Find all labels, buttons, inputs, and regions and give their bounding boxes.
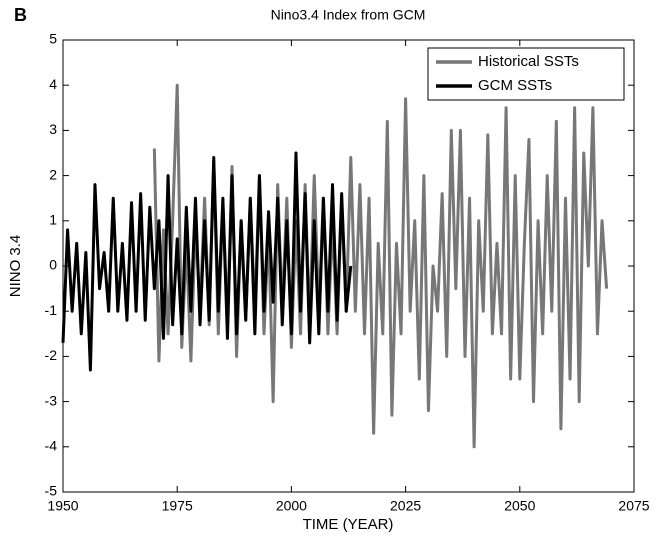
plot-frame bbox=[62, 39, 635, 493]
y-tick-label: -3 bbox=[45, 392, 58, 408]
line-series bbox=[61, 151, 353, 372]
y-tick-label: -2 bbox=[45, 347, 58, 363]
legend-label: GCM SSTs bbox=[478, 77, 552, 94]
x-axis-label: TIME (YEAR) bbox=[303, 516, 394, 533]
y-tick-label: 5 bbox=[49, 31, 57, 47]
x-tick-label: 1975 bbox=[162, 498, 193, 514]
legend-box bbox=[427, 47, 625, 101]
y-tick-label: -4 bbox=[45, 438, 58, 454]
x-tick-label: 2025 bbox=[390, 498, 421, 514]
x-tick-label: 1950 bbox=[47, 498, 78, 514]
x-tick-label: 2050 bbox=[504, 498, 535, 514]
y-tick-label: 2 bbox=[49, 166, 57, 182]
chart-title: Nino3.4 Index from GCM bbox=[271, 7, 426, 23]
y-axis-label: NINO 3.4 bbox=[7, 235, 24, 298]
y-tick-label: -1 bbox=[45, 302, 58, 318]
y-tick-label: 0 bbox=[49, 257, 57, 273]
x-tick-label: 2000 bbox=[276, 498, 307, 514]
x-tick-label: 2075 bbox=[618, 498, 649, 514]
legend-label: Historical SSTs bbox=[478, 53, 579, 70]
y-tick-label: 4 bbox=[49, 76, 57, 92]
y-tick-label: 3 bbox=[49, 121, 57, 137]
panel-label: B bbox=[14, 5, 27, 25]
y-tick-label: -5 bbox=[45, 483, 58, 499]
y-tick-label: 1 bbox=[49, 212, 57, 228]
line-series bbox=[152, 83, 609, 449]
